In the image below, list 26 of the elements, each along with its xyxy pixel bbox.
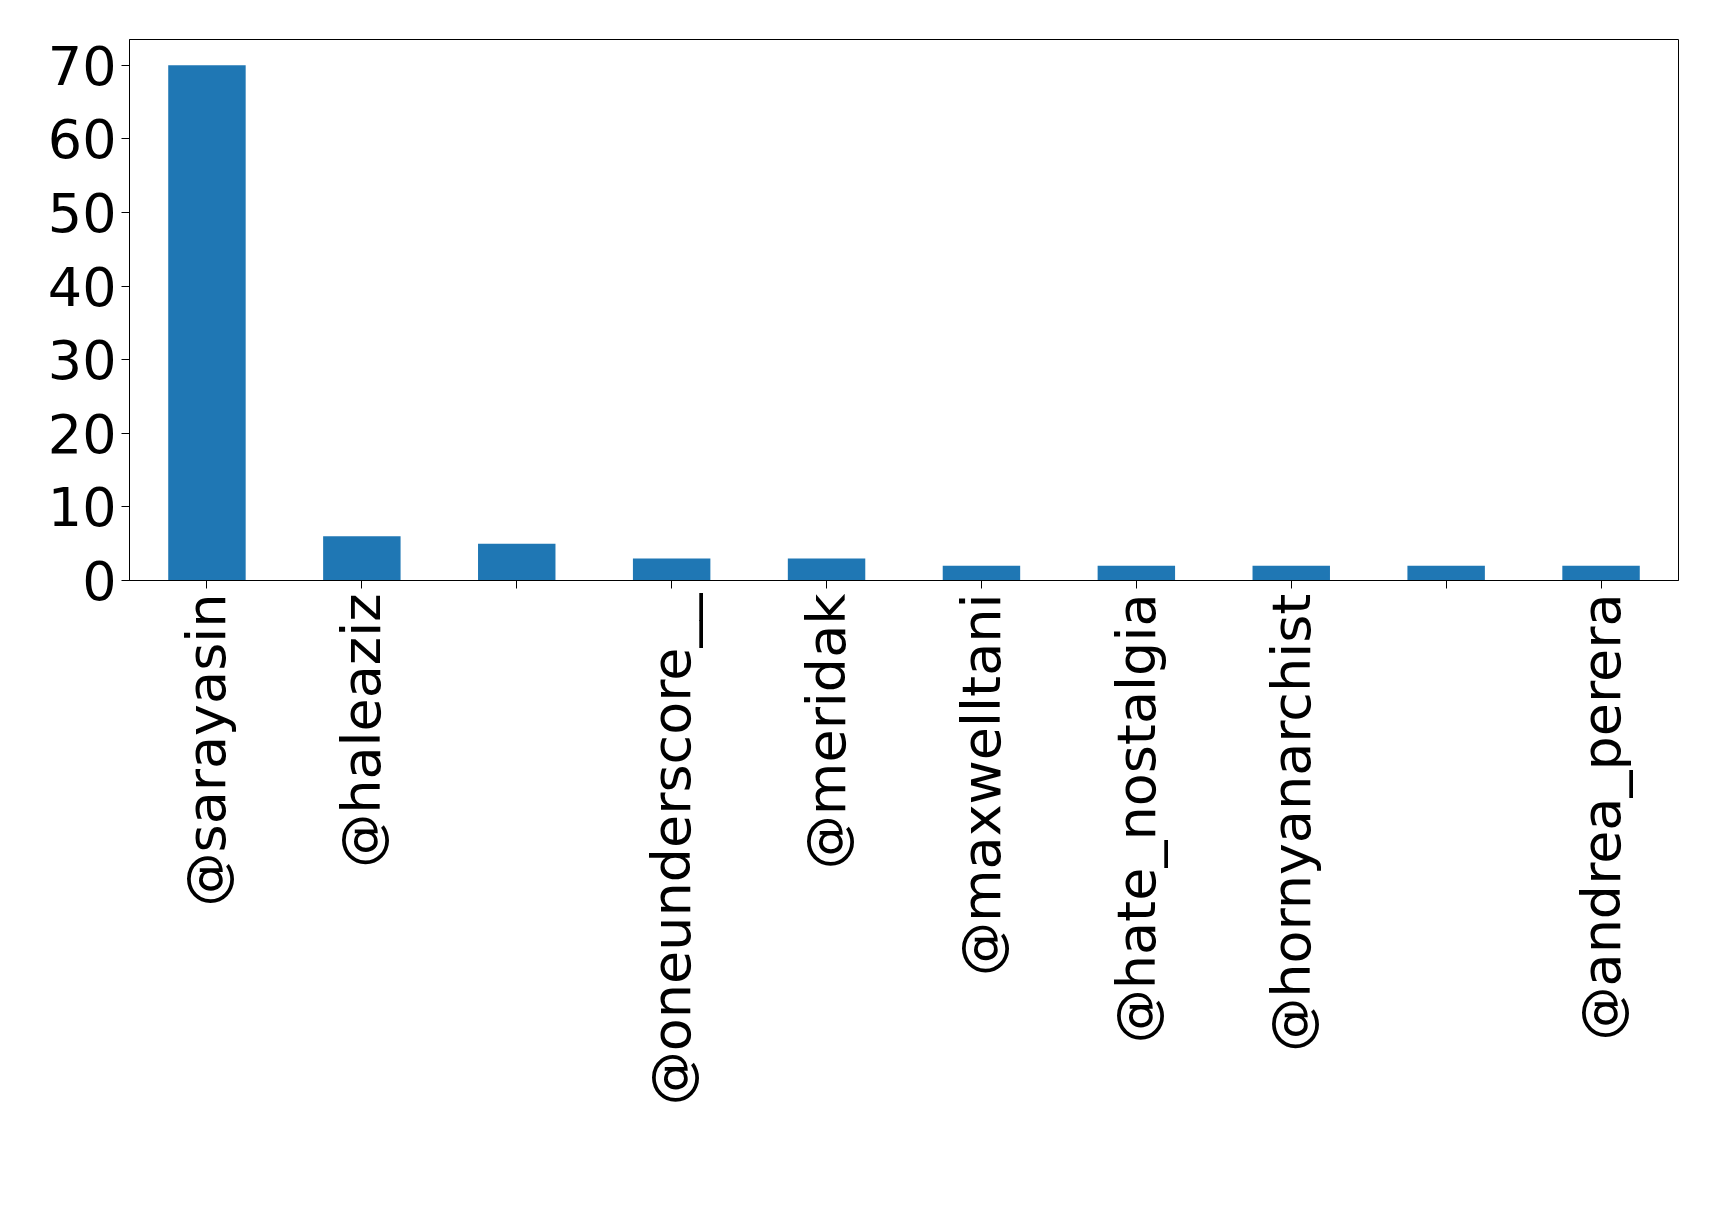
y-tick-label: 0 (82, 550, 117, 613)
y-tick-label: 20 (47, 402, 117, 466)
x-tick-label: @sarayasin (175, 593, 239, 907)
x-tick-label: @maxwelltani (949, 593, 1013, 977)
x-tick-label: @hate_nostalgia (1104, 593, 1168, 1044)
x-tick-label: @haleaziz (330, 593, 394, 868)
x-tick-label: @hornyanarchist (1259, 593, 1323, 1052)
y-tick-label: 60 (47, 108, 117, 172)
bar (1097, 565, 1176, 581)
x-tick-label: @meridak (795, 592, 859, 870)
y-tick-label: 10 (47, 476, 117, 540)
bar (1252, 565, 1330, 581)
y-tick-label: 40 (47, 255, 117, 319)
bar (632, 558, 711, 581)
x-tick-label: @andrea_perera (1569, 593, 1633, 1041)
y-tick-label: 70 (47, 34, 117, 98)
bar (1407, 565, 1485, 581)
bar (478, 543, 556, 581)
bar (942, 565, 1021, 581)
bar (168, 65, 246, 581)
y-tick-label: 50 (47, 181, 117, 245)
y-tick-label: 30 (47, 329, 117, 393)
bar (1562, 565, 1640, 581)
x-tick-label: @oneunderscore__ (640, 592, 704, 1106)
bar (787, 558, 866, 581)
bar (323, 536, 401, 581)
